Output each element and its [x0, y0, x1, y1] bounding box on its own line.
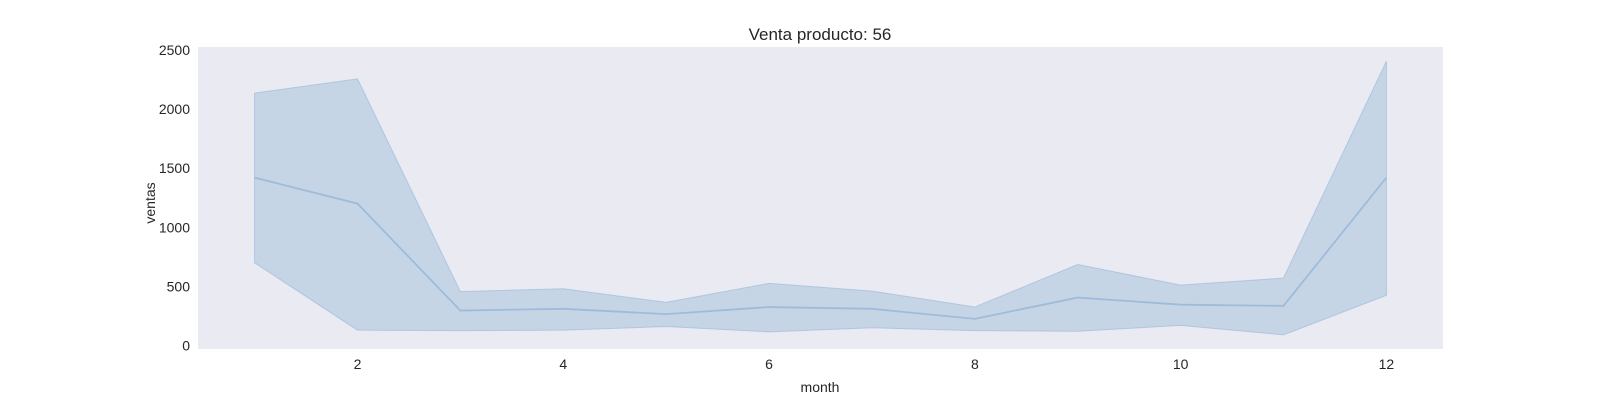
- x-tick-label: 10: [1173, 356, 1189, 372]
- y-tick-label: 2500: [159, 42, 190, 58]
- x-tick-label: 4: [559, 356, 567, 372]
- x-tick-label: 8: [971, 356, 979, 372]
- x-tick-label: 2: [354, 356, 362, 372]
- chart-title: Venta producto: 56: [749, 25, 892, 44]
- x-axis-label: month: [801, 379, 840, 395]
- y-tick-label: 1000: [159, 219, 190, 235]
- y-tick-label: 2000: [159, 101, 190, 117]
- y-tick-label: 1500: [159, 160, 190, 176]
- confidence-band: [254, 60, 1387, 336]
- y-tick-label: 0: [182, 337, 190, 353]
- x-tick-label: 12: [1379, 356, 1395, 372]
- x-tick-label: 6: [765, 356, 773, 372]
- y-axis-label: ventas: [142, 182, 158, 223]
- y-tick-label: 500: [167, 278, 191, 294]
- mean-line: [254, 176, 1388, 320]
